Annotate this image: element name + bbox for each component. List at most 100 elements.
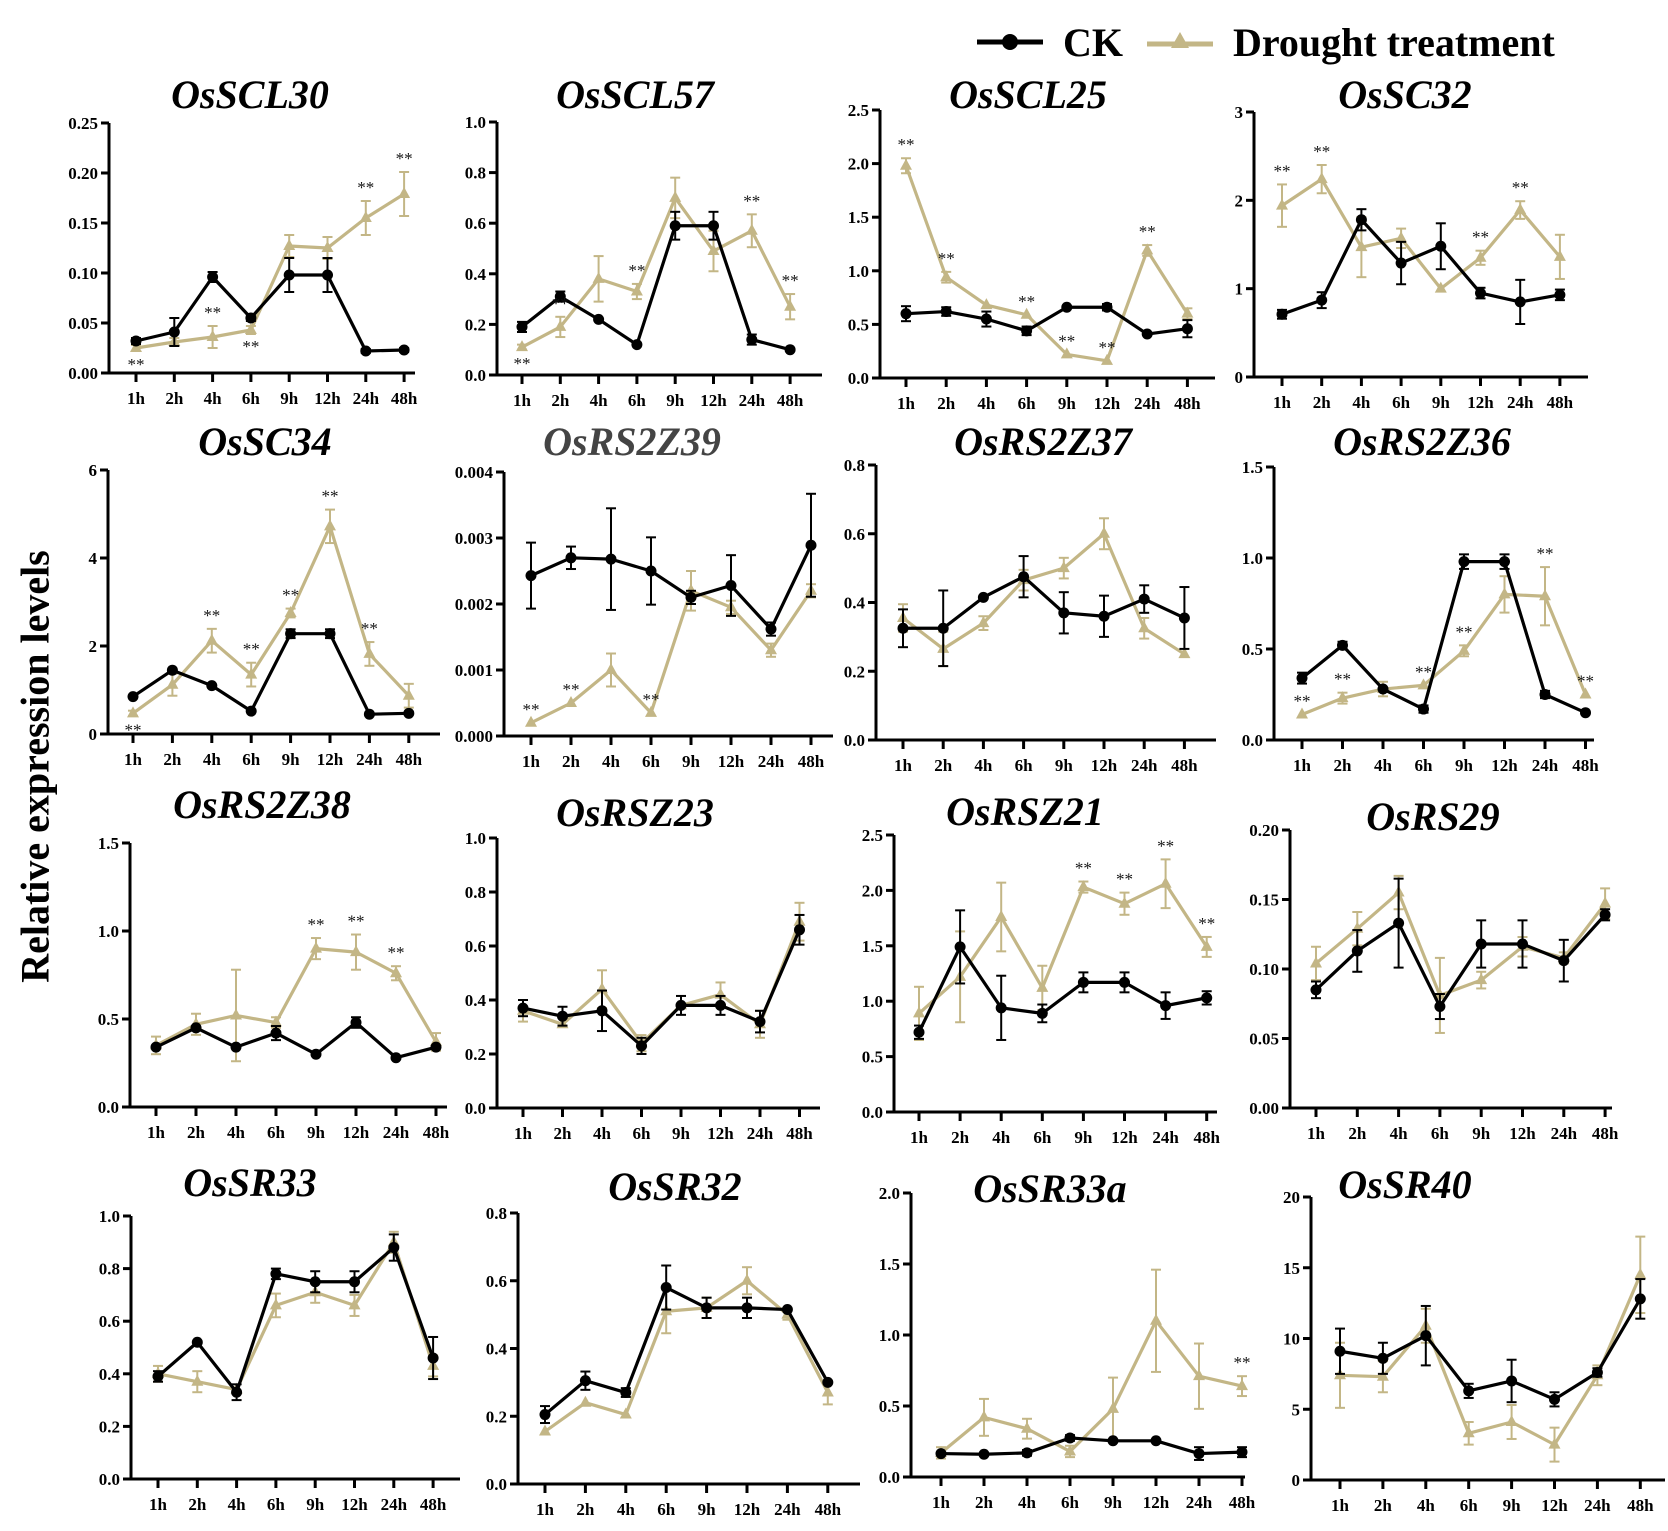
- legend-item-ck: CK: [975, 19, 1123, 66]
- data-point-ck: [516, 321, 528, 333]
- significance-marker: **: [552, 294, 569, 313]
- data-point-ck: [350, 1017, 362, 1029]
- x-tick-label: 2h: [1334, 756, 1353, 775]
- series-ck: [1296, 553, 1591, 719]
- x-tick-label: 4h: [227, 1123, 246, 1142]
- x-tick-label: 6h: [1415, 756, 1434, 775]
- x-tick-label: 24h: [1551, 1124, 1578, 1143]
- data-point-drought: [1336, 691, 1349, 703]
- x-tick-label: 9h: [1472, 1124, 1491, 1143]
- x-tick-label: 24h: [739, 391, 766, 410]
- significance-marker: **: [282, 586, 299, 605]
- chart-title: OsRSZ23: [556, 790, 714, 835]
- data-point-ck: [427, 1352, 439, 1364]
- y-tick-label: 2.0: [848, 155, 869, 174]
- significance-marker: **: [898, 135, 915, 154]
- series-line: [939, 1319, 1243, 1455]
- data-point-drought: [166, 677, 179, 689]
- chart-title: OsSCL30: [171, 72, 329, 117]
- data-point-ck: [822, 1376, 834, 1388]
- x-tick-label: 1h: [1307, 1124, 1326, 1143]
- x-tick-label: 1h: [522, 752, 541, 771]
- data-point-drought: [525, 715, 537, 727]
- y-tick-label: 2.5: [862, 826, 883, 845]
- data-point-drought: [359, 211, 372, 222]
- y-tick-label: 0.0: [98, 1098, 119, 1117]
- data-point-ck: [1138, 593, 1150, 605]
- x-tick-label: 6h: [267, 1495, 286, 1514]
- data-point-ck: [1064, 1432, 1076, 1444]
- significance-marker: **: [1234, 1353, 1251, 1372]
- x-tick-label: 4h: [1374, 756, 1393, 775]
- y-tick-label: 2: [1235, 191, 1244, 210]
- chart-panel: OsRS2Z37 0.0 0.2 0.4 0.6 0.8 1h 2h 4h 6h 9h 12h 24h 4…: [844, 419, 1216, 775]
- series-ck: [525, 492, 817, 637]
- y-tick-label: 0.2: [465, 1045, 486, 1064]
- y-tick-label: 1.0: [848, 262, 869, 281]
- x-tick-label: 12h: [317, 750, 344, 769]
- chart-panel: OsSR33a 0.0 0.5 1.0 1.5 2.0 1h 2h 4h 6h 9h 12h 24h 48…: [879, 1166, 1256, 1512]
- x-tick-label: 2h: [562, 752, 581, 771]
- x-tick-label: 1h: [514, 1124, 533, 1143]
- significance-marker: **: [1577, 672, 1594, 691]
- significance-marker: **: [243, 640, 260, 659]
- x-tick-label: 2h: [951, 1128, 970, 1147]
- data-point-ck: [349, 1276, 360, 1288]
- data-point-ck: [517, 1002, 529, 1014]
- data-point-ck: [1101, 301, 1113, 313]
- data-point-ck: [190, 1022, 202, 1034]
- data-point-ck: [388, 1242, 400, 1254]
- data-point-ck: [1395, 257, 1407, 269]
- data-point-ck: [1499, 556, 1510, 568]
- significance-marker: **: [357, 178, 374, 197]
- data-point-ck: [897, 622, 909, 634]
- significance-marker: **: [308, 915, 325, 934]
- data-point-ck: [1061, 301, 1073, 313]
- y-tick-label: 2.0: [862, 881, 883, 900]
- data-point-ck: [741, 1302, 753, 1314]
- x-tick-label: 2h: [188, 1495, 207, 1514]
- data-point-drought: [630, 284, 643, 296]
- x-tick-label: 4h: [1390, 1124, 1409, 1143]
- data-point-ck: [245, 312, 257, 324]
- series-drought: [1334, 1235, 1647, 1463]
- significance-marker: **: [523, 700, 540, 719]
- series-line: [132, 632, 409, 716]
- chart-panel: OsRS2Z36 0.0 0.5 1.0 1.5 1h 2h 4h 6h 9h 12h 24h 48h *…: [1242, 419, 1600, 775]
- data-point-ck: [283, 269, 295, 281]
- x-tick-label: 48h: [1174, 394, 1201, 413]
- data-point-ck: [1599, 909, 1611, 921]
- x-tick-label: 1h: [124, 750, 143, 769]
- y-tick-label: 0.002: [455, 595, 493, 614]
- data-point-drought: [619, 1407, 632, 1419]
- data-point-ck: [270, 1027, 282, 1039]
- y-tick-label: 0.10: [68, 264, 98, 283]
- significance-marker: **: [322, 487, 339, 506]
- y-tick-label: 0.20: [1249, 821, 1279, 840]
- data-point-drought: [1599, 896, 1612, 908]
- series-drought: [517, 901, 806, 1053]
- x-tick-label: 2h: [554, 1124, 573, 1143]
- significance-marker: **: [203, 606, 220, 625]
- circle-marker-icon: [977, 34, 1043, 50]
- significance-marker: **: [1116, 870, 1133, 889]
- y-tick-label: 0.6: [465, 214, 486, 233]
- series-drought: [935, 1268, 1248, 1460]
- chart-title: OsSCL57: [556, 72, 716, 117]
- y-tick-label: 0.2: [844, 662, 865, 681]
- series-line: [155, 946, 438, 1047]
- series-line: [1281, 177, 1562, 291]
- y-tick-label: 0.5: [848, 315, 869, 334]
- data-point-ck: [1119, 976, 1130, 988]
- significance-marker: **: [1274, 161, 1291, 180]
- x-tick-label: 6h: [242, 750, 261, 769]
- x-tick-label: 9h: [1074, 1128, 1093, 1147]
- series-line: [135, 273, 405, 353]
- data-point-drought: [1310, 956, 1322, 968]
- x-tick-label: 1h: [127, 389, 146, 408]
- chart-title: OsSR40: [1338, 1162, 1471, 1207]
- data-point-drought: [821, 1385, 834, 1397]
- y-tick-label: 0.0: [848, 369, 869, 388]
- data-point-ck: [1393, 917, 1405, 929]
- data-point-drought: [283, 239, 296, 250]
